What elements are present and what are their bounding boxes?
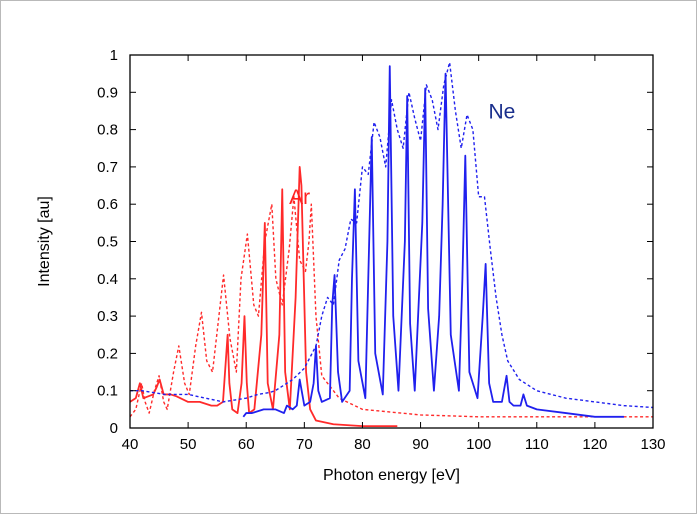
x-axis-label: Photon energy [eV] [323, 467, 460, 484]
ar-dashed-series-line [129, 196, 653, 418]
x-tick-label: 130 [640, 436, 665, 453]
x-tick-label: 90 [412, 436, 429, 453]
y-tick-label: 0.9 [97, 84, 118, 101]
x-tick-label: 60 [238, 436, 255, 453]
x-tick-label: 110 [525, 436, 549, 453]
y-tick-label: 0.1 [97, 383, 118, 400]
y-tick-label: 0.5 [97, 234, 118, 251]
x-tick-label: 120 [582, 436, 607, 453]
ne-solid-series-line [242, 65, 624, 418]
series-layer [129, 61, 654, 428]
annotation-ar-label: Ar [289, 186, 310, 209]
y-tick-label: 0.6 [97, 196, 118, 213]
ne-dashed-series-line [130, 61, 654, 409]
x-tick-label: 80 [354, 436, 371, 453]
y-tick-label: 0.3 [97, 308, 118, 325]
y-tick-label: 1 [110, 47, 118, 64]
y-tick-label: 0 [110, 420, 118, 437]
y-tick-label: 0.4 [97, 271, 118, 288]
x-tick-label: 70 [296, 436, 313, 453]
x-tick-label: 100 [466, 436, 491, 453]
x-tick-label: 40 [122, 436, 139, 453]
y-tick-label: 0.8 [97, 122, 118, 139]
annotation-ne-label: Ne [488, 100, 515, 123]
y-tick-label: 0.7 [97, 159, 118, 176]
y-axis-label: Intensity [au] [36, 196, 53, 287]
tick-layer: 40 50 60 70 80 90 100 110 120 130 0 0.1 0.2 0.3 0.4 0.5… [97, 47, 665, 453]
x-tick-label: 50 [180, 436, 197, 453]
y-tick-label: 0.2 [97, 345, 118, 362]
